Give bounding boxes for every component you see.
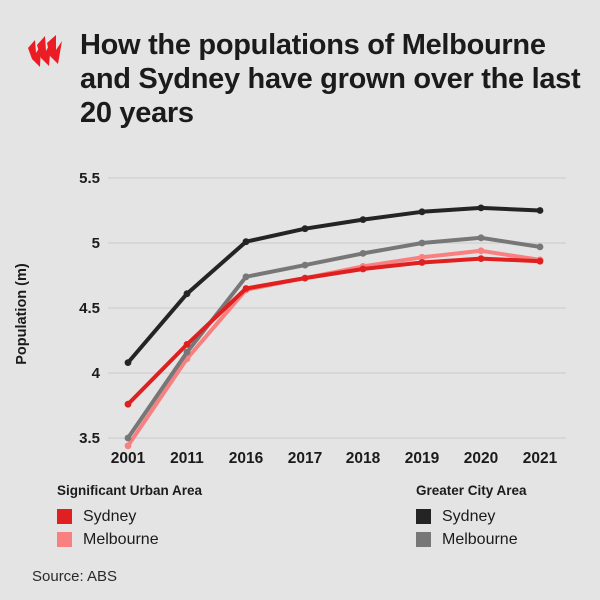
data-point xyxy=(359,250,367,257)
legend-swatch-icon xyxy=(57,532,72,547)
data-point xyxy=(301,225,309,233)
legend-item-gca-melbourne[interactable]: Melbourne xyxy=(416,528,527,551)
legend-swatch-icon xyxy=(416,509,431,524)
legend-swatch-icon xyxy=(57,509,72,524)
y-axis-ticks: 3.5 4 4.5 5 5.5 xyxy=(30,158,100,480)
x-tick-2016: 2016 xyxy=(228,450,264,467)
y-tick-3_5: 3.5 xyxy=(79,430,100,447)
x-tick-2019: 2019 xyxy=(404,450,440,467)
x-tick-2011: 2011 xyxy=(170,450,204,467)
y-tick-5: 5 xyxy=(91,235,100,252)
legend-item-label: Melbourne xyxy=(83,530,159,548)
series-line-greater-city-area-melbourne xyxy=(126,235,542,440)
data-point xyxy=(536,257,544,265)
data-point xyxy=(242,285,250,292)
page-title: How the populations of Melbourne and Syd… xyxy=(80,29,581,129)
data-point xyxy=(536,207,544,214)
data-point xyxy=(124,359,132,366)
data-point xyxy=(242,273,250,281)
data-point xyxy=(183,290,191,298)
legend-group-title: Greater City Area xyxy=(416,483,527,498)
legend-group-greater-city-area: Greater City Area Sydney Melbourne xyxy=(416,483,527,551)
data-point xyxy=(418,208,426,216)
data-point xyxy=(477,255,485,262)
x-tick-2020: 2020 xyxy=(463,450,499,467)
data-point xyxy=(359,265,367,273)
legend-group-significant-urban-area: Significant Urban Area Sydney Melbourne xyxy=(57,483,202,551)
chart-plot-area: Population (m) 3.5 4 4.5 5 5.5 2001 2011… xyxy=(0,158,600,480)
gridlines xyxy=(108,177,566,439)
data-point xyxy=(242,238,250,246)
series-line-significant-urban-area-sydney xyxy=(126,256,542,407)
legend-item-sua-melbourne[interactable]: Melbourne xyxy=(57,528,202,551)
x-tick-2001: 2001 xyxy=(110,450,146,467)
data-point xyxy=(183,348,191,356)
x-tick-2018: 2018 xyxy=(345,450,381,467)
legend-item-sua-sydney[interactable]: Sydney xyxy=(57,505,202,528)
data-point xyxy=(477,247,485,255)
data-point xyxy=(124,434,132,442)
data-point xyxy=(536,243,544,251)
legend-item-label: Sydney xyxy=(83,507,137,525)
legend: Significant Urban Area Sydney Melbourne … xyxy=(0,483,600,563)
data-point xyxy=(124,400,132,408)
data-point xyxy=(418,253,426,261)
source-note: Source: ABS xyxy=(32,568,118,585)
data-point xyxy=(418,259,426,266)
data-point xyxy=(301,261,309,269)
x-tick-2017: 2017 xyxy=(287,450,323,467)
legend-item-gca-sydney[interactable]: Sydney xyxy=(416,505,527,528)
sbs-flame-logo xyxy=(24,34,68,74)
y-tick-4_5: 4.5 xyxy=(79,300,100,317)
legend-swatch-icon xyxy=(416,532,431,547)
data-point xyxy=(359,216,367,223)
data-point xyxy=(301,274,309,282)
data-point xyxy=(124,442,132,450)
data-point xyxy=(418,239,426,247)
series-line-greater-city-area-sydney xyxy=(126,205,542,365)
y-tick-4: 4 xyxy=(91,365,100,382)
header: How the populations of Melbourne and Syd… xyxy=(0,0,600,158)
x-tick-2021: 2021 xyxy=(522,450,558,467)
legend-item-label: Sydney xyxy=(442,507,496,525)
data-point xyxy=(183,341,191,348)
series-layer xyxy=(124,204,544,450)
line-chart-svg xyxy=(108,177,566,450)
data-point xyxy=(477,234,485,242)
legend-group-title: Significant Urban Area xyxy=(57,483,203,498)
y-tick-5_5: 5.5 xyxy=(79,170,100,187)
legend-item-label: Melbourne xyxy=(442,530,518,548)
data-point xyxy=(477,204,485,212)
